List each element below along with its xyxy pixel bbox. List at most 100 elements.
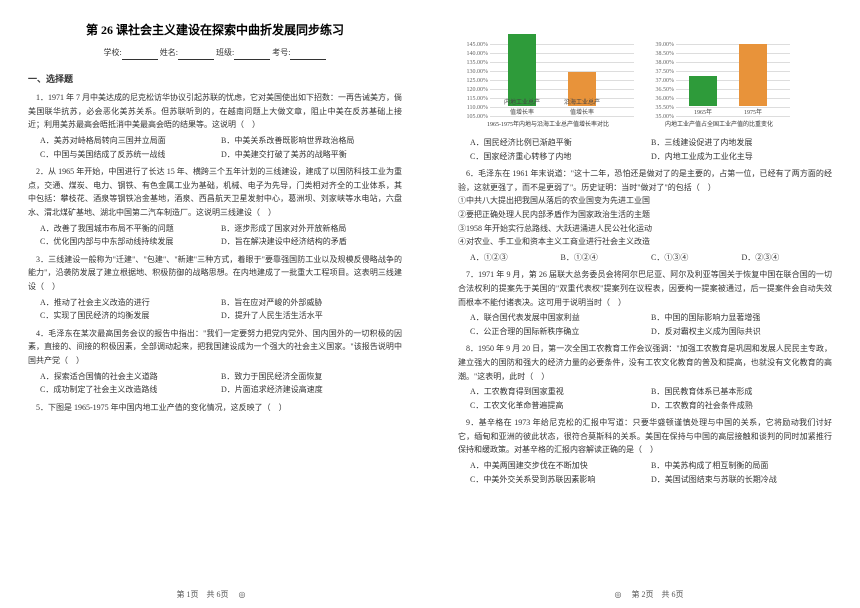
chart-caption: 内地工业产值占全国工业产值的比重变化 xyxy=(644,120,794,130)
chart-wrap: 105.00%110.00%115.00%120.00%125.00%130.0… xyxy=(458,20,832,130)
y-axis-label: 135.00% xyxy=(458,58,488,68)
q9-stem: 9．基辛格在 1973 年给尼克松的汇报中写道：只要华盛顿谨慎处理与中国的关系，… xyxy=(458,416,832,457)
q8-options: A．工农教育得到国家重视 B．国民教育体系已基本形成 C．工农文化革命普遍提高 … xyxy=(458,385,832,412)
q9-opt-c: C．中美外交关系受到苏联因素影响 xyxy=(470,473,651,487)
blank-name xyxy=(178,51,214,60)
y-axis-label: 145.00% xyxy=(458,40,488,50)
q9-opt-a: A．中美两国建交步伐在不断加快 xyxy=(470,459,651,473)
q5-options: A．国民经济比例已渐趋平衡 B．三线建设促进了内地发展 C．国家经济重心转移了内… xyxy=(458,136,832,163)
q6-options: A．①②③ B．①②④ C．①③④ D．②③④ xyxy=(458,251,832,265)
q5-opt-d: D．内地工业成为工业化主导 xyxy=(651,150,832,164)
y-axis-label: 38.00% xyxy=(644,58,674,68)
question-7: 7．1971 年 9 月，第 26 届联大总务委员会将阿尔巴尼亚、阿尔及利亚等国… xyxy=(458,268,832,338)
q5-opt-a: A．国民经济比例已渐趋平衡 xyxy=(470,136,651,150)
q1-opt-a: A．美苏对峙格局转向三国并立局面 xyxy=(40,134,221,148)
q8-opt-a: A．工农教育得到国家重视 xyxy=(470,385,651,399)
q7-opt-b: B．中国的国际影响力显著增强 xyxy=(651,311,832,325)
question-5: 5．下图是 1965-1975 年中国内地工业产值的变化情况，这反映了（ ） xyxy=(28,401,402,415)
page-2: 105.00%110.00%115.00%120.00%125.00%130.0… xyxy=(430,0,860,608)
doc-title: 第 26 课社会主义建设在探索中曲折发展同步练习 xyxy=(28,20,402,40)
q6-c3: ③1958 年开始实行总路线、大跃进涌进人民公社化运动 xyxy=(458,222,832,236)
blank-id xyxy=(290,51,326,60)
y-axis-label: 125.00% xyxy=(458,76,488,86)
blank-school xyxy=(122,51,158,60)
q2-opt-b: B．逐步形成了国家对外开放新格局 xyxy=(221,222,402,236)
q3-options: A．推动了社会主义改造的进行 B．旨在应对严峻的外部威胁 C．实现了国民经济的均… xyxy=(28,296,402,323)
q8-opt-d: D．工农教育的社会条件成熟 xyxy=(651,399,832,413)
question-6: 6．毛泽东在 1961 年末说道："这十二年，恐怕还是做对了的是主要的，占第一位… xyxy=(458,167,832,264)
q4-opt-c: C．成功制定了社会主义改造路线 xyxy=(40,383,221,397)
q5-stem: 5．下图是 1965-1975 年中国内地工业产值的变化情况，这反映了（ ） xyxy=(28,401,402,415)
chart-right: 35.00%35.50%36.00%36.50%37.00%37.50%38.0… xyxy=(644,20,794,130)
q6-c1: ①中共八大提出把我国从落后的农业国变为先进工业国 xyxy=(458,194,832,208)
blank-class xyxy=(234,51,270,60)
y-axis-label: 37.00% xyxy=(644,76,674,86)
y-axis-label: 110.00% xyxy=(458,103,488,113)
question-2: 2．从 1965 年开始，中国进行了长达 15 年、横跨三个五年计划的三线建设，… xyxy=(28,165,402,249)
q7-stem: 7．1971 年 9 月，第 26 届联大总务委员会将阿尔巴尼亚、阿尔及利亚等国… xyxy=(458,268,832,309)
label-school: 学校: xyxy=(104,48,122,57)
q8-opt-c: C．工农文化革命普遍提高 xyxy=(470,399,651,413)
question-1: 1．1971 年 7 月中美达成的尼克松访华协议引起苏联的忧虑，它对美国使出如下… xyxy=(28,91,402,161)
y-axis-label: 39.00% xyxy=(644,40,674,50)
x-axis-label: 1965年 xyxy=(683,108,723,118)
chart-left: 105.00%110.00%115.00%120.00%125.00%130.0… xyxy=(458,20,638,130)
chart-bar xyxy=(689,76,717,106)
chart-bar xyxy=(508,34,536,106)
q2-stem: 2．从 1965 年开始，中国进行了长达 15 年、横跨三个五年计划的三线建设，… xyxy=(28,165,402,219)
page-num-2: 第 2页 共 6页 xyxy=(631,590,683,599)
q1-opt-c: C．中国与美国结成了反苏统一战线 xyxy=(40,148,221,162)
y-axis-label: 140.00% xyxy=(458,49,488,59)
grid-line xyxy=(676,71,790,72)
footer-left: 第 1页 共 6页 ◎ xyxy=(0,588,430,602)
y-axis-label: 36.50% xyxy=(644,85,674,95)
question-3: 3．三线建设一般称为"迁建"、"包建"、"新建"三种方式，着眼于"要靠强国防工业… xyxy=(28,253,402,323)
q1-options: A．美苏对峙格局转向三国并立局面 B．中美关系改善既影响世界政治格局 C．中国与… xyxy=(28,134,402,161)
page-num-1: 第 1页 共 6页 xyxy=(177,590,229,599)
page-container: 第 26 课社会主义建设在探索中曲折发展同步练习 学校: 姓名: 班级: 考号:… xyxy=(0,0,860,608)
q1-opt-b: B．中美关系改善既影响世界政治格局 xyxy=(221,134,402,148)
y-axis-label: 35.50% xyxy=(644,103,674,113)
q9-opt-d: D．美国试图结束与苏联的长期冷战 xyxy=(651,473,832,487)
q4-stem: 4．毛泽东在某次最高国务会议的报告中指出："我们一定要努力把党内党外、国内国外的… xyxy=(28,327,402,368)
q2-opt-c: C．优化国内部与中东部动线持续发展 xyxy=(40,235,221,249)
q6-c2: ②要把正确处理人民内部矛盾作为国家政治生活的主题 xyxy=(458,208,832,222)
grid-line xyxy=(676,62,790,63)
q7-options: A．联合国代表发展中国家利益 B．中国的国际影响力显著增强 C．公正合理的国际新… xyxy=(458,311,832,338)
footer-dot-1: ◎ xyxy=(239,590,246,599)
q3-opt-c: C．实现了国民经济的均衡发展 xyxy=(40,309,221,323)
question-4: 4．毛泽东在某次最高国务会议的报告中指出："我们一定要努力把党内党外、国内国外的… xyxy=(28,327,402,397)
q6-opt-d: D．②③④ xyxy=(742,251,833,265)
grid-line xyxy=(676,53,790,54)
q9-opt-b: B．中美苏构成了相互制衡的局面 xyxy=(651,459,832,473)
q1-stem: 1．1971 年 7 月中美达成的尼克松访华协议引起苏联的忧虑，它对美国使出如下… xyxy=(28,91,402,132)
q4-opt-d: D．片面追求经济建设高速度 xyxy=(221,383,402,397)
section-1-head: 一、选择题 xyxy=(28,72,402,87)
footer-dot-2: ◎ xyxy=(615,590,622,599)
q3-opt-b: B．旨在应对严峻的外部威胁 xyxy=(221,296,402,310)
x-axis-label: 沿海工业总产值增长率 xyxy=(562,98,602,118)
label-id: 考号: xyxy=(272,48,290,57)
info-line: 学校: 姓名: 班级: 考号: xyxy=(28,46,402,60)
q2-options: A．改善了我国城市布局不平衡的问题 B．逐步形成了国家对外开放新格局 C．优化国… xyxy=(28,222,402,249)
q6-stem: 6．毛泽东在 1961 年末说道："这十二年，恐怕还是做对了的是主要的，占第一位… xyxy=(458,167,832,194)
q7-opt-d: D．反对霸权主义成为国际共识 xyxy=(651,325,832,339)
q9-options: A．中美两国建交步伐在不断加快 B．中美苏构成了相互制衡的局面 C．中美外交关系… xyxy=(458,459,832,486)
page-1: 第 26 课社会主义建设在探索中曲折发展同步练习 学校: 姓名: 班级: 考号:… xyxy=(0,0,430,608)
q3-opt-d: D．提升了人民生活生活水平 xyxy=(221,309,402,323)
label-class: 班级: xyxy=(216,48,234,57)
y-axis-label: 120.00% xyxy=(458,85,488,95)
label-name: 姓名: xyxy=(160,48,178,57)
x-axis-label: 1975年 xyxy=(733,108,773,118)
q8-stem: 8．1950 年 9 月 20 日，第一次全国工农教育工作会议强调："加强工农教… xyxy=(458,342,832,383)
q5-opt-b: B．三线建设促进了内地发展 xyxy=(651,136,832,150)
q3-opt-a: A．推动了社会主义改造的进行 xyxy=(40,296,221,310)
chart-caption: 1965-1975年内地与沿海工业总产值增长率对比 xyxy=(458,120,638,130)
q2-opt-a: A．改善了我国城市布局不平衡的问题 xyxy=(40,222,221,236)
y-axis-label: 37.50% xyxy=(644,67,674,77)
q6-opt-b: B．①②④ xyxy=(561,251,652,265)
y-axis-label: 130.00% xyxy=(458,67,488,77)
y-axis-label: 115.00% xyxy=(458,94,488,104)
y-axis-label: 36.00% xyxy=(644,94,674,104)
q6-opt-a: A．①②③ xyxy=(470,251,561,265)
